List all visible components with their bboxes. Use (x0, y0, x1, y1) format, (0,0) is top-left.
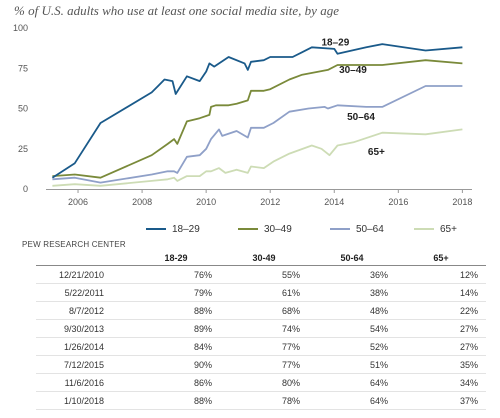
source-note: PEW RESEARCH CENTER (22, 240, 126, 249)
table-value-cell: 78% (220, 391, 308, 410)
series-label: 18–29 (321, 38, 349, 49)
legend-label: 65+ (440, 223, 457, 235)
table-header-cell (36, 250, 132, 266)
legend-swatch (414, 228, 434, 230)
legend-swatch (238, 228, 258, 230)
table-value-cell: 55% (220, 265, 308, 284)
series-label: 50–64 (347, 112, 375, 123)
x-tick-label: 2006 (68, 197, 88, 207)
legend-item: 30–49 (238, 221, 292, 237)
series-label: 65+ (368, 147, 385, 158)
series-line-65+ (52, 128, 463, 187)
table-header-cell: 50-64 (308, 250, 396, 266)
legend-item: 18–29 (146, 221, 200, 237)
legend: 18–29 30–49 50–64 65+ (0, 221, 500, 237)
legend-label: 18–29 (172, 223, 200, 235)
table-date-cell: 5/22/2011 (36, 283, 132, 302)
legend-label: 50–64 (356, 223, 384, 235)
table-value-cell: 52% (308, 337, 396, 356)
table-value-cell: 14% (396, 283, 486, 302)
table-header-cell: 30-49 (220, 250, 308, 266)
table-value-cell: 37% (396, 391, 486, 410)
chart-title: % of U.S. adults who use at least one so… (14, 3, 339, 18)
x-tick-label: 2014 (324, 197, 344, 207)
x-tick-label: 2010 (196, 197, 216, 207)
table-date-cell: 1/26/2014 (36, 337, 132, 356)
table-row: 11/6/2016 86% 80% 64% 34% (36, 373, 486, 392)
table-header-cell: 18-29 (132, 250, 220, 266)
table-value-cell: 77% (220, 355, 308, 374)
table-row: 7/12/2015 90% 77% 51% 35% (36, 355, 486, 374)
table-date-cell: 11/6/2016 (36, 373, 132, 392)
table-header-row: 18-29 30-49 50-64 65+ (36, 250, 486, 266)
y-tick-label: 75 (18, 63, 28, 73)
table-value-cell: 27% (396, 319, 486, 338)
legend-swatch (330, 228, 350, 230)
x-tick-label: 2016 (388, 197, 408, 207)
table-value-cell: 88% (132, 301, 220, 320)
x-tick-label: 2012 (260, 197, 280, 207)
table-value-cell: 74% (220, 319, 308, 338)
line-chart: 0 25 50 75 100 2006 2008 2010 2012 2014 2016 2018 18… (13, 23, 472, 207)
table-value-cell: 80% (220, 373, 308, 392)
y-tick-label: 0 (23, 184, 28, 194)
x-tick-label: 2008 (132, 197, 152, 207)
table-value-cell: 88% (132, 391, 220, 410)
table-date-cell: 1/10/2018 (36, 391, 132, 410)
x-tick-label: 2018 (452, 197, 472, 207)
table-date-cell: 8/7/2012 (36, 301, 132, 320)
table-value-cell: 35% (396, 355, 486, 374)
legend-item: 65+ (414, 221, 457, 237)
table-value-cell: 77% (220, 337, 308, 356)
table-value-cell: 64% (308, 391, 396, 410)
data-table: 18-29 30-49 50-64 65+ 12/21/2010 76% 55% 36% 12… (36, 250, 486, 410)
table-row: 5/22/2011 79% 61% 38% 14% (36, 283, 486, 302)
table-row: 12/21/2010 76% 55% 36% 12% (36, 265, 486, 284)
table-value-cell: 61% (220, 283, 308, 302)
series-label: 30–49 (339, 65, 367, 76)
table-value-cell: 34% (396, 373, 486, 392)
table-value-cell: 79% (132, 283, 220, 302)
table-date-cell: 9/30/2013 (36, 319, 132, 338)
table-value-cell: 12% (396, 265, 486, 284)
table-value-cell: 90% (132, 355, 220, 374)
table-header-cell: 65+ (396, 250, 486, 266)
table-value-cell: 76% (132, 265, 220, 284)
table-row: 1/10/2018 88% 78% 64% 37% (36, 391, 486, 410)
table-date-cell: 12/21/2010 (36, 265, 132, 284)
table-value-cell: 27% (396, 337, 486, 356)
series-line-30–49 (52, 59, 463, 179)
table-value-cell: 38% (308, 283, 396, 302)
table-value-cell: 89% (132, 319, 220, 338)
series-line-50–64 (52, 85, 463, 184)
y-tick-label: 50 (18, 104, 28, 114)
legend-swatch (146, 228, 166, 230)
table-value-cell: 54% (308, 319, 396, 338)
table-date-cell: 7/12/2015 (36, 355, 132, 374)
series-line-18–29 (51, 43, 463, 179)
y-tick-label: 100 (13, 23, 28, 33)
table-row: 9/30/2013 89% 74% 54% 27% (36, 319, 486, 338)
table-value-cell: 51% (308, 355, 396, 374)
table-value-cell: 22% (396, 301, 486, 320)
legend-item: 50–64 (330, 221, 384, 237)
table-value-cell: 48% (308, 301, 396, 320)
table-value-cell: 84% (132, 337, 220, 356)
legend-label: 30–49 (264, 223, 292, 235)
table-value-cell: 36% (308, 265, 396, 284)
y-tick-label: 25 (18, 144, 28, 154)
table-row: 1/26/2014 84% 77% 52% 27% (36, 337, 486, 356)
table-value-cell: 64% (308, 373, 396, 392)
table-value-cell: 86% (132, 373, 220, 392)
table-value-cell: 68% (220, 301, 308, 320)
table-row: 8/7/2012 88% 68% 48% 22% (36, 301, 486, 320)
